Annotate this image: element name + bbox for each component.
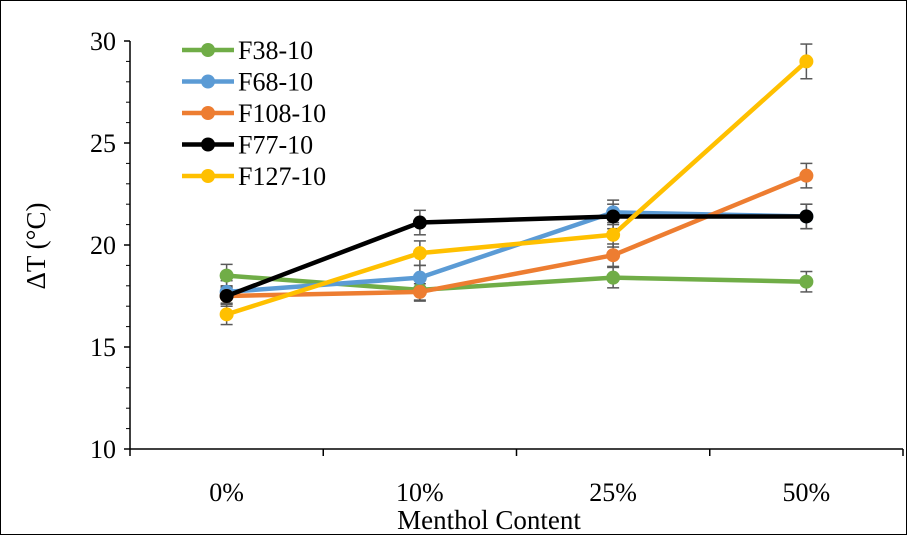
y-tick-label: 30 [90,27,116,56]
x-tick-label: 0% [209,478,244,507]
data-point [412,284,427,299]
legend-label: F68-10 [238,68,313,97]
data-point [412,246,427,261]
data-point [219,307,234,322]
legend-swatch-marker [201,169,215,183]
legend-label: F38-10 [238,36,313,65]
y-tick-label: 10 [90,435,116,464]
y-tick-label: 25 [90,129,116,158]
data-point [606,209,621,224]
x-axis-title: Menthol Content [397,505,581,534]
legend-label: F108-10 [238,99,326,128]
x-tick-label: 25% [589,478,637,507]
data-point [799,168,814,183]
series-line [225,59,808,317]
y-tick-label: 20 [90,231,116,260]
x-tick-label: 50% [783,478,831,507]
x-tick-label: 10% [396,478,444,507]
data-point [412,215,427,230]
data-point [219,289,234,303]
y-tick-label: 15 [90,333,116,362]
data-point [799,209,814,224]
data-point [606,270,621,285]
legend-label: F127-10 [238,162,326,191]
data-point [412,270,427,285]
data-point [606,248,621,263]
legend-swatch-marker [201,106,215,120]
legend-swatch-marker [201,137,215,152]
data-point [799,274,814,289]
legend-swatch-marker [201,74,215,89]
y-axis-title: ΔT (°C) [21,203,51,290]
data-point [606,227,621,242]
series-line [225,214,807,299]
data-point [799,54,814,69]
legend-label: F77-10 [238,131,313,160]
data-point [219,268,234,283]
legend-swatch-marker [201,43,215,57]
